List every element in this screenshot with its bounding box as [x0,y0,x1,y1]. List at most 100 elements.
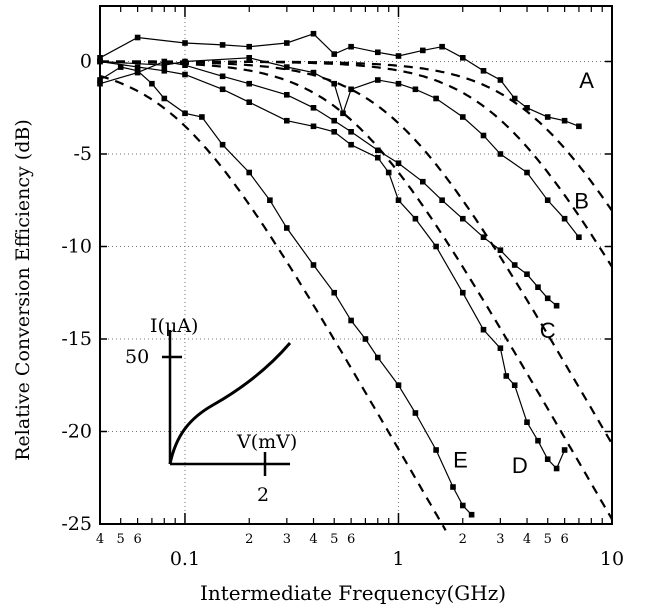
data-point [395,160,402,166]
data-point [433,243,439,250]
data-point [161,58,168,65]
data-point [331,289,337,296]
x-major-tick-label: 10 [600,548,624,570]
data-point [433,447,439,453]
data-point [439,197,445,203]
y-tick-label: -20 [61,421,92,443]
data-point [480,234,487,240]
data-point [511,382,518,388]
data-point [219,73,226,80]
fit-curve-a [100,60,613,212]
data-point [497,77,504,83]
series-b [97,55,582,240]
data-point [246,55,252,61]
data-point [284,64,290,70]
data-point [511,262,518,268]
data-point [420,178,426,185]
data-point [511,95,518,102]
data-point [395,382,402,388]
data-point [460,114,466,120]
data-point [412,215,419,222]
data-point [535,437,541,444]
y-axis-label: Relative Conversion Efficiency (dB) [12,119,34,461]
x-minor-tick-label: 3 [496,532,504,547]
data-point [284,40,290,46]
data-point [161,95,168,102]
data-point [544,456,551,462]
fit-curve-e [99,74,447,531]
series-line [99,57,580,238]
data-point [395,53,402,59]
data-point [535,284,541,290]
data-point [395,197,402,203]
data-point [348,129,354,135]
data-point [284,225,290,231]
plot-frame [99,5,613,525]
series-e [97,64,475,518]
data-point [219,141,226,148]
x-major-tick-label: 0.1 [170,548,200,570]
data-point [182,40,188,46]
iv-curve [168,342,292,465]
data-point [468,511,475,518]
data-point [348,86,354,93]
data-point [450,484,456,490]
data-point [395,80,402,87]
data-point [561,215,568,222]
x-minor-tick-label: 3 [283,532,291,547]
data-point [182,62,188,68]
data-point [310,123,317,130]
inset-x-tick-label: 2 [257,484,269,506]
data-point [544,197,551,203]
data-point [524,271,530,277]
data-point [331,51,337,57]
data-point [460,289,466,296]
series-c [97,58,560,309]
series-a [97,30,582,130]
fit-curves [99,60,613,531]
data-point [375,354,381,361]
y-tick-label: -15 [61,328,92,350]
data-point [460,55,466,61]
x-minor-tick-label: 6 [347,532,355,547]
iv-inset: I(μA)50 V(mV) 2 [125,315,297,506]
x-minor-tick-label: 6 [560,532,568,547]
series-labels: A B C D E [453,68,594,478]
y-tick-label: -5 [73,143,92,165]
data-point [412,410,419,416]
data-point [267,197,273,203]
x-minor-tick-label: 4 [309,532,317,547]
data-point [117,64,124,70]
data-point [480,132,487,139]
fit-curve-d [100,60,613,520]
data-point [553,465,560,472]
data-point [340,110,346,117]
data-point [219,42,226,48]
data-point [199,114,205,120]
data-point [362,336,369,342]
data-point [331,129,337,135]
data-point [348,43,354,50]
series-label-d: D [512,453,528,478]
data-point [561,117,568,124]
x-minor-tick-label: 2 [459,532,467,547]
data-point [497,345,504,351]
data-point [576,234,582,240]
data-point [161,68,168,74]
inset-y-tick-label: 50 [125,346,149,368]
data-point [348,317,354,324]
data-point [134,34,141,41]
data-point [375,77,381,83]
data-point [460,215,466,222]
data-point [284,92,290,98]
data-point [246,99,252,105]
data-point [497,151,504,157]
y-tick-label: 0 [80,51,92,73]
inset-y-label: I(μA) [150,315,198,337]
data-point [134,64,141,70]
series-line [99,33,580,127]
data-point [524,419,530,425]
series-label-a: A [579,68,594,93]
